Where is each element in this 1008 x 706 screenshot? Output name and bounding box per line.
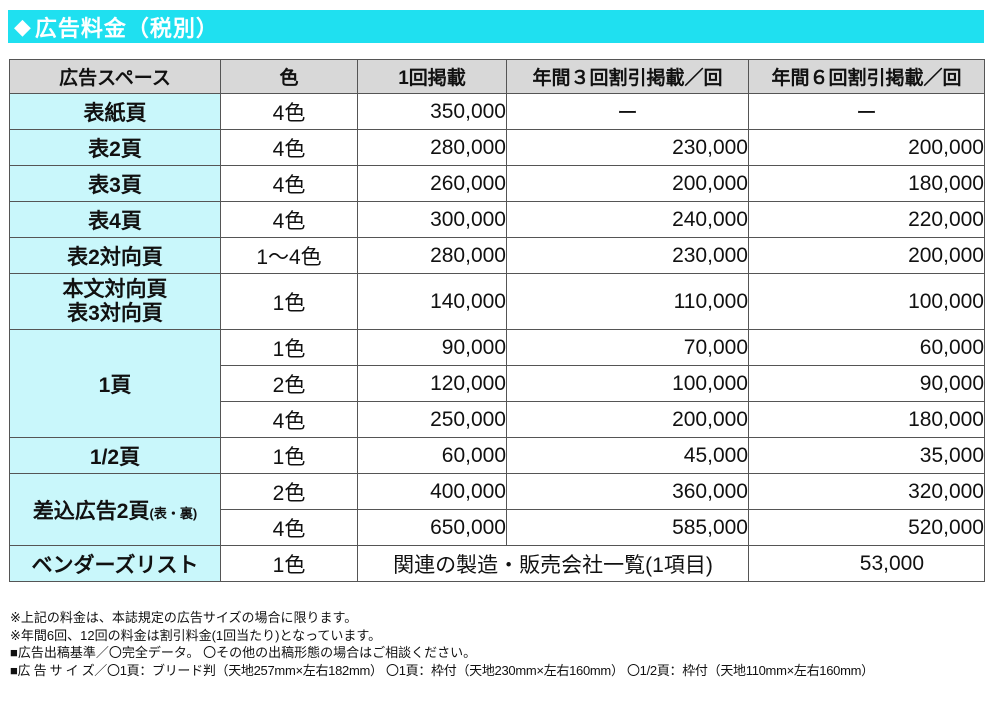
table-row: 4色 250,000 200,000 180,000 bbox=[10, 401, 985, 438]
table-row: 1頁 1色 90,000 70,000 60,000 bbox=[9, 329, 985, 438]
price-single-cell: 120,000 bbox=[357, 365, 507, 402]
price-three-cell: 200,000 bbox=[506, 165, 749, 202]
price-six-cell: 200,000 bbox=[748, 129, 985, 166]
price-six-cell: 90,000 bbox=[748, 365, 985, 402]
price-three-cell: 100,000 bbox=[506, 365, 749, 402]
table-row: 差込広告2頁(表・裏) 2色 400,000 360,000 320,000 bbox=[9, 473, 985, 546]
space-cell: 1頁 bbox=[9, 329, 221, 438]
price-single-cell: 300,000 bbox=[357, 201, 507, 238]
space-label: 差込広告2頁 bbox=[32, 499, 150, 523]
table-row: 表2頁 4色 280,000 230,000 200,000 bbox=[9, 129, 985, 166]
color-cell: 1色 bbox=[220, 545, 358, 582]
price-single-cell: 140,000 bbox=[357, 273, 507, 330]
table-row: ベンダーズリスト 1色 関連の製造・販売会社一覧(1項目) 53,000 bbox=[9, 545, 985, 582]
price-three-cell: 70,000 bbox=[506, 329, 749, 366]
space-note: (表・裏) bbox=[149, 505, 198, 521]
table-row: 本文対向頁 表3対向頁 1色 140,000 110,000 100,000 bbox=[9, 273, 985, 330]
price-three-cell: 240,000 bbox=[506, 201, 749, 238]
space-cell: 本文対向頁 表3対向頁 bbox=[9, 273, 221, 330]
price-six-cell: 520,000 bbox=[748, 509, 985, 546]
price-single-cell: 250,000 bbox=[357, 401, 507, 438]
color-cell: 1色 bbox=[220, 437, 358, 474]
color-cell: 2色 bbox=[220, 473, 358, 510]
price-six-cell: 180,000 bbox=[748, 401, 985, 438]
color-cell: 2色 bbox=[220, 365, 358, 402]
table-row: 表2対向頁 1～4色 280,000 230,000 200,000 bbox=[9, 237, 985, 274]
table-header-row: 広告スペース 色 1回掲載 年間３回割引掲載／回 年間６回割引掲載／回 bbox=[9, 59, 985, 94]
header-three: 年間３回割引掲載／回 bbox=[506, 59, 749, 94]
color-cell: 1色 bbox=[220, 329, 358, 366]
table-row: 表3頁 4色 260,000 200,000 180,000 bbox=[9, 165, 985, 202]
section-title: 広告料金（税別） bbox=[34, 15, 219, 41]
price-three-cell: 200,000 bbox=[506, 401, 749, 438]
price-six-cell: 60,000 bbox=[748, 329, 985, 366]
price-three-cell: 110,000 bbox=[506, 273, 749, 330]
space-cell: 差込広告2頁(表・裏) bbox=[9, 473, 221, 546]
space-line: 表3対向頁 bbox=[67, 301, 163, 325]
price-single-cell: 90,000 bbox=[357, 329, 507, 366]
price-six-cell: 53,000 bbox=[748, 545, 985, 582]
price-three-cell: 585,000 bbox=[506, 509, 749, 546]
color-cell: 1～4色 bbox=[220, 237, 358, 274]
price-six-cell: 320,000 bbox=[748, 473, 985, 510]
header-color: 色 bbox=[220, 59, 358, 94]
price-single-cell: 280,000 bbox=[357, 129, 507, 166]
price-single-cell: 260,000 bbox=[357, 165, 507, 202]
footnotes: ※上記の料金は、本誌規定の広告サイズの場合に限ります。 ※年間6回、12回の料金… bbox=[10, 609, 874, 679]
space-cell: 1/2頁 bbox=[9, 437, 221, 474]
price-six-cell: ー bbox=[748, 93, 985, 130]
color-cell: 4色 bbox=[220, 401, 358, 438]
vendor-desc-cell: 関連の製造・販売会社一覧(1項目) bbox=[357, 545, 749, 582]
color-cell: 1色 bbox=[220, 273, 358, 330]
color-cell: 4色 bbox=[220, 93, 358, 130]
diamond-icon: ◆ bbox=[14, 13, 31, 39]
footnote-line: ※上記の料金は、本誌規定の広告サイズの場合に限ります。 bbox=[10, 610, 358, 625]
price-single-cell: 280,000 bbox=[357, 237, 507, 274]
color-cell: 4色 bbox=[220, 201, 358, 238]
header-single: 1回掲載 bbox=[357, 59, 507, 94]
space-cell: ベンダーズリスト bbox=[9, 545, 221, 582]
price-three-cell: 230,000 bbox=[506, 237, 749, 274]
price-three-cell: ー bbox=[506, 93, 749, 130]
price-single-cell: 60,000 bbox=[357, 437, 507, 474]
price-six-cell: 35,000 bbox=[748, 437, 985, 474]
price-single-cell: 400,000 bbox=[357, 473, 507, 510]
color-cell: 4色 bbox=[220, 509, 358, 546]
space-cell: 表紙頁 bbox=[9, 93, 221, 130]
price-single-cell: 350,000 bbox=[357, 93, 507, 130]
price-six-cell: 180,000 bbox=[748, 165, 985, 202]
price-six-cell: 100,000 bbox=[748, 273, 985, 330]
color-cell: 4色 bbox=[220, 165, 358, 202]
price-six-cell: 200,000 bbox=[748, 237, 985, 274]
space-cell: 表2対向頁 bbox=[9, 237, 221, 274]
price-three-cell: 230,000 bbox=[506, 129, 749, 166]
space-cell: 表4頁 bbox=[9, 201, 221, 238]
table-row: 表紙頁 4色 350,000 ー ー bbox=[9, 93, 985, 130]
color-cell: 4色 bbox=[220, 129, 358, 166]
space-cell: 表2頁 bbox=[9, 129, 221, 166]
price-three-cell: 360,000 bbox=[506, 473, 749, 510]
price-six-cell: 220,000 bbox=[748, 201, 985, 238]
footnote-line: ※年間6回、12回の料金は割引料金(1回当たり)となっています。 bbox=[10, 627, 382, 643]
space-line: 本文対向頁 bbox=[62, 277, 168, 301]
price-three-cell: 45,000 bbox=[506, 437, 749, 474]
table-row: 1/2頁 1色 60,000 45,000 35,000 bbox=[9, 437, 985, 474]
space-cell: 表3頁 bbox=[9, 165, 221, 202]
footnote-line: ■広 告 サ イ ズ／〇1頁：ブリード判（天地257mm×左右182mm） 〇1… bbox=[10, 662, 874, 678]
price-single-cell: 650,000 bbox=[357, 509, 507, 546]
footnote-line: ■広告出稿基準／〇完全データ。 〇その他の出稿形態の場合はご相談ください。 bbox=[10, 645, 477, 660]
table-row: 2色 120,000 100,000 90,000 bbox=[10, 365, 985, 402]
header-space: 広告スペース bbox=[9, 59, 221, 94]
header-six: 年間６回割引掲載／回 bbox=[748, 59, 985, 94]
section-banner: ◆ 広告料金（税別） bbox=[8, 10, 984, 43]
rate-table: 広告スペース 色 1回掲載 年間３回割引掲載／回 年間６回割引掲載／回 表紙頁 … bbox=[9, 59, 985, 582]
table-row: 4色 650,000 585,000 520,000 bbox=[10, 509, 985, 546]
table-row: 表4頁 4色 300,000 240,000 220,000 bbox=[9, 201, 985, 238]
